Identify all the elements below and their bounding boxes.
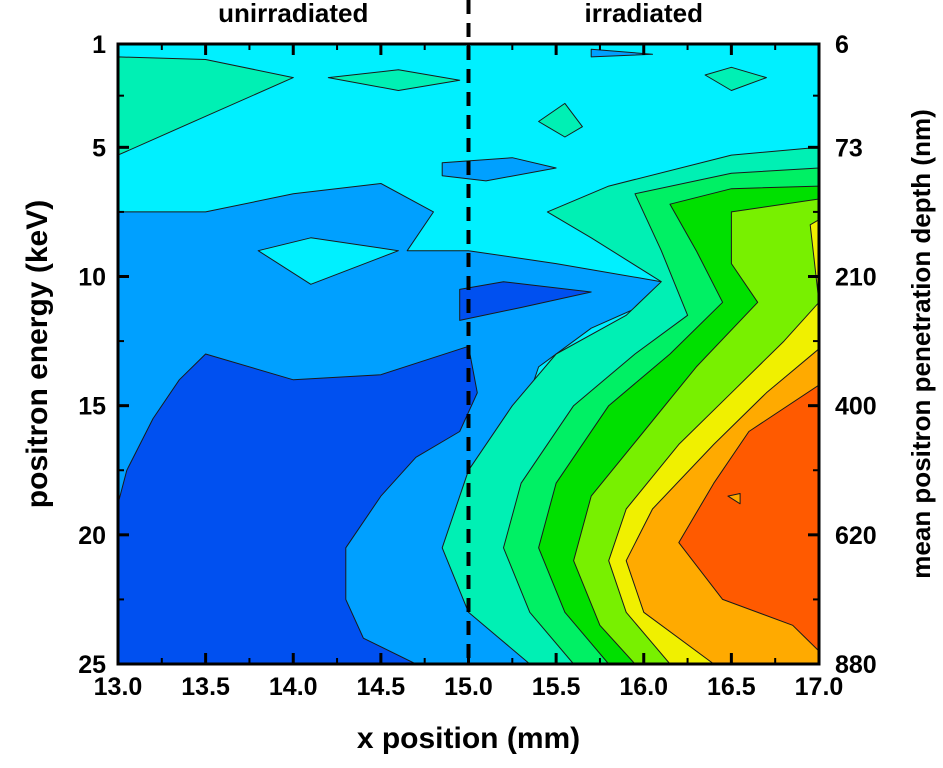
x-tick-label: 15.0	[444, 673, 493, 701]
x-tick-label: 14.0	[269, 673, 318, 701]
contour-region-level-4	[704, 66, 767, 91]
contour-region-level-1	[118, 345, 478, 664]
contour-region-level-4	[538, 102, 583, 138]
x-axis-title: x position (mm)	[357, 722, 580, 755]
y-tick-label: 15	[78, 393, 106, 421]
x-tick-label: 14.5	[357, 673, 406, 701]
axes	[116, 0, 821, 666]
y2-tick-label: 6	[835, 31, 849, 59]
y-axis-title: positron energy (keV)	[21, 200, 54, 508]
x-tick-label: 15.5	[532, 673, 581, 701]
x-tick-label: 13.5	[181, 673, 230, 701]
contour-region-level-4	[327, 69, 461, 91]
axis-labels: 13.0 13.5 14.0 14.5 15.0 15.5 16.0 16.5 17.0 1 6 5 7…	[21, 0, 936, 755]
x-tick-label: 16.5	[707, 673, 756, 701]
contour-region-level-9	[727, 493, 741, 505]
contour-region-level-10	[678, 384, 819, 652]
y-tick-label: 10	[78, 264, 106, 292]
x-tick-label: 16.0	[619, 673, 668, 701]
y2-tick-label: 210	[835, 264, 877, 292]
contour-region-level-3	[257, 237, 399, 285]
y2-axis-title: mean positron penetration depth (nm)	[906, 109, 936, 578]
contour-regions	[118, 44, 819, 664]
region-label: unirradiated	[218, 0, 368, 28]
contour-region-level-2	[590, 48, 653, 58]
y-tick-label: 25	[78, 651, 106, 679]
contour-region-level-4	[118, 56, 294, 156]
region-label: irradiated	[585, 0, 704, 28]
y-tick-label: 20	[78, 522, 106, 550]
y2-tick-label: 880	[835, 651, 877, 679]
y2-tick-label: 73	[835, 134, 863, 162]
y2-tick-label: 400	[835, 393, 877, 421]
x-tick-label: 17.0	[795, 673, 844, 701]
contour-region-level-2	[441, 157, 557, 182]
y-tick-label: 5	[92, 134, 106, 162]
x-tick-label: 13.0	[94, 673, 143, 701]
y2-tick-label: 620	[835, 522, 877, 550]
contour-region-level-1	[459, 281, 592, 321]
y-tick-label: 1	[92, 31, 106, 59]
